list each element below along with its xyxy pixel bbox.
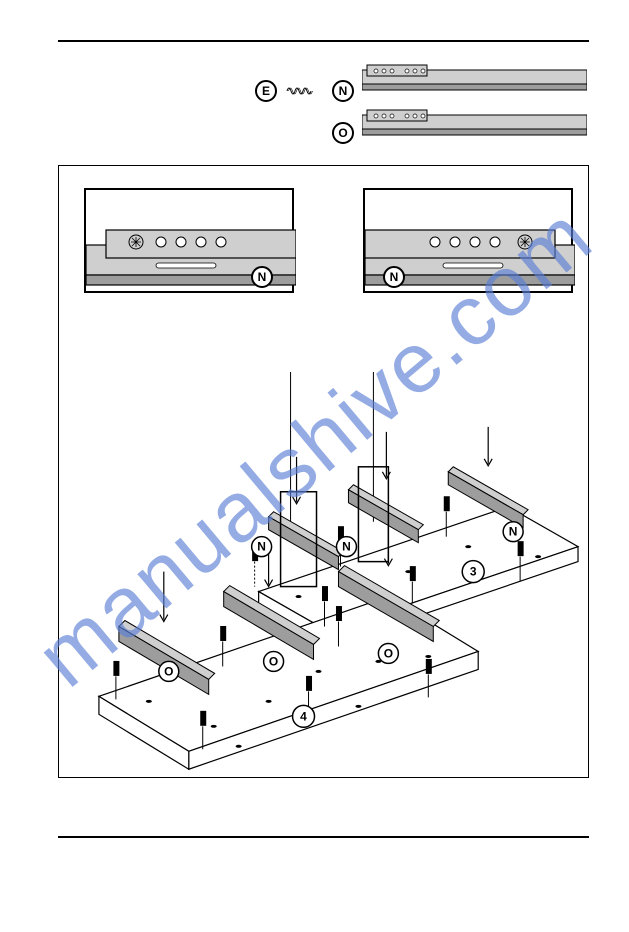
iso-label-p4: 4 <box>300 709 307 723</box>
iso-label-o2: O <box>269 654 278 668</box>
parts-legend: E N O <box>250 62 589 152</box>
page-rule-top <box>58 40 589 42</box>
iso-label-n2: N <box>342 540 351 554</box>
detail-box-left: N <box>84 188 294 293</box>
part-label-e: E <box>255 80 277 102</box>
detail-left-n-text: N <box>258 270 267 284</box>
iso-assembly-svg: N N N O O O 3 4 <box>59 321 588 932</box>
iso-label-n3: N <box>509 525 518 539</box>
detail-right-n-text: N <box>390 270 399 284</box>
spring-icon <box>285 83 315 99</box>
iso-label-o1: O <box>164 664 173 678</box>
iso-label-p3: 3 <box>470 565 477 579</box>
main-diagram: N N <box>58 165 589 778</box>
rail-n-icon <box>362 62 587 97</box>
iso-label-o3: O <box>384 646 393 660</box>
part-label-n-text: N <box>339 84 348 98</box>
detail-left-label-n: N <box>251 266 273 288</box>
detail-box-right: N <box>363 188 573 293</box>
part-label-o-text: O <box>338 126 347 140</box>
part-label-n: N <box>332 80 354 102</box>
rail-n-2 <box>348 485 423 543</box>
part-label-e-text: E <box>262 84 270 98</box>
iso-label-n1: N <box>257 540 266 554</box>
detail-right-label-n: N <box>383 266 405 288</box>
rail-o-icon <box>362 107 587 142</box>
rail-n-1 <box>269 512 344 570</box>
part-label-o: O <box>332 122 354 144</box>
